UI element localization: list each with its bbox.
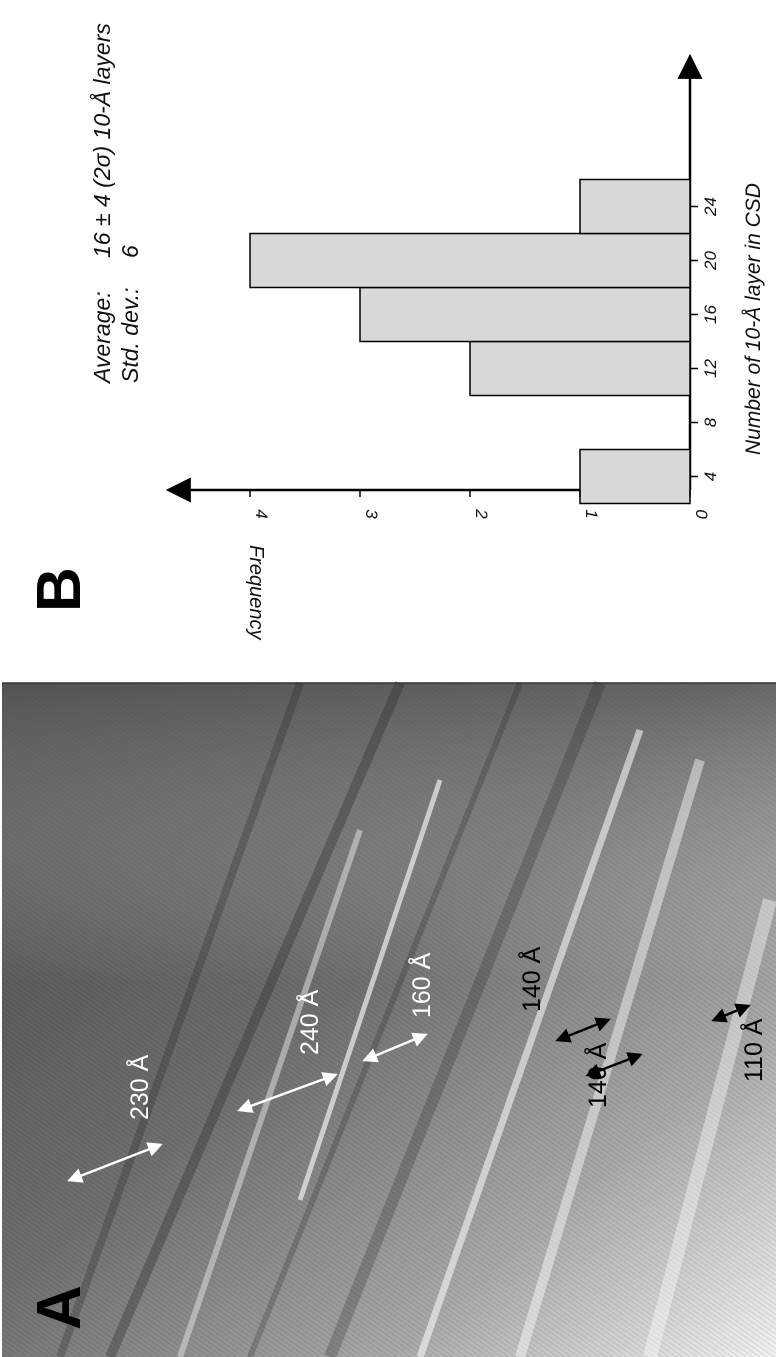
y-tick-label-1: 1 (582, 509, 601, 518)
y-tick-label-0: 0 (692, 509, 711, 519)
y-axis-title: Frequency (245, 545, 267, 640)
panel-b: B Average: Std. dev.: 16 ± 4 (2σ) 10-Å l… (25, 23, 765, 641)
measurement-label-110: 110 Å (738, 1018, 768, 1082)
x-tick-label-4: 20 (701, 251, 720, 271)
x-tick-label-0: 4 (701, 472, 720, 481)
panel-a-label: A (25, 1285, 94, 1330)
x-tick-label-3: 16 (701, 305, 720, 324)
measurement-label-240: 240 Å (294, 989, 324, 1055)
average-label: Average: (89, 291, 115, 385)
thickness-arrows (67, 1003, 751, 1183)
packet-boundaries (56, 680, 776, 1357)
panel-a: A 230 Å 240 Å 160 Å 140 Å 140 Å 110 Å (2, 680, 776, 1357)
std-dev-value: 6 (117, 245, 143, 258)
measurement-label-140-b: 140 Å (582, 1042, 612, 1108)
histogram-bars (249, 178, 691, 505)
std-dev-label: Std. dev.: (117, 288, 143, 383)
measurement-label-160: 160 Å (406, 952, 436, 1018)
y-tick-label-4: 4 (252, 509, 271, 518)
histogram-bar-1 (469, 340, 691, 397)
measurement-label-140-a: 140 Å (516, 946, 546, 1012)
histogram-bar-2 (359, 286, 691, 343)
x-tick-label-1: 8 (701, 417, 720, 427)
histogram-bar-0 (579, 448, 691, 505)
x-axis-title: Number of 10-Å layer in CSD (742, 183, 765, 455)
y-ticks: 0 1 2 3 4 (249, 490, 711, 519)
panel-b-label: B (25, 567, 94, 612)
x-tick-label-5: 24 (701, 197, 720, 217)
histogram-bar-4 (579, 178, 691, 235)
x-tick-label-2: 12 (701, 359, 720, 378)
histogram-bar-3 (249, 232, 691, 289)
x-ticks: 4 8 12 16 20 24 (690, 197, 720, 481)
y-tick-label-3: 3 (362, 509, 381, 519)
measurement-label-230: 230 Å (124, 1054, 154, 1120)
average-value: 16 ± 4 (2σ) 10-Å layers (88, 23, 115, 258)
y-tick-label-2: 2 (472, 508, 491, 519)
